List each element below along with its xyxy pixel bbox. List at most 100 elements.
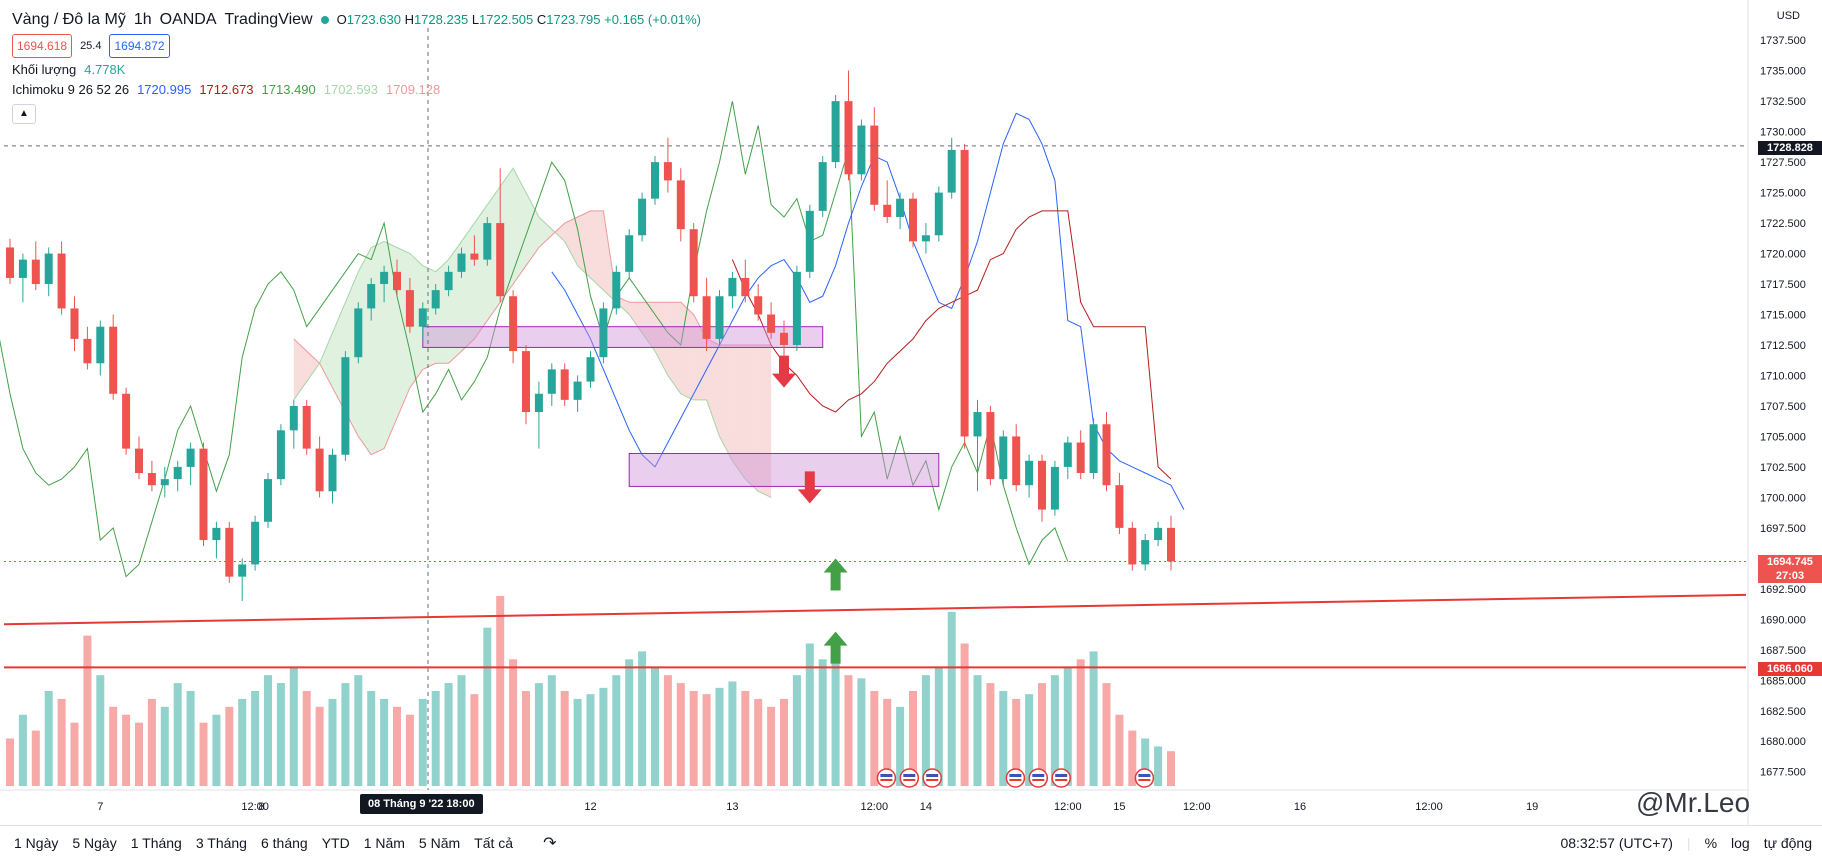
crosshair-time-label: 08 Tháng 9 '22 18:00 <box>360 794 483 814</box>
crosshair-price-label: 1728.828 <box>1758 141 1822 155</box>
price-tick-label: 1682.500 <box>1760 706 1806 718</box>
ichimoku-legend[interactable]: Ichimoku 9 26 52 26 1720.995 1712.673 17… <box>12 80 701 100</box>
us-flag-icon <box>1051 768 1071 788</box>
volume-bar <box>909 691 917 786</box>
candle-body <box>122 393 131 449</box>
range-1y[interactable]: 1 Năm <box>363 834 405 851</box>
candle-body <box>625 235 634 272</box>
range-5y[interactable]: 5 Năm <box>418 834 461 851</box>
ichimoku-cloud-segment <box>551 223 565 242</box>
candle-body <box>18 259 27 278</box>
candle-body <box>186 448 195 467</box>
candle-body <box>431 290 440 309</box>
price-tick-label: 1692.500 <box>1760 584 1806 596</box>
candle-body <box>315 448 324 492</box>
volume-bar <box>199 722 208 786</box>
ichimoku-cloud-segment <box>745 344 759 492</box>
range-5d[interactable]: 5 Ngày <box>72 834 117 851</box>
replay-icon[interactable]: ↷ <box>543 834 557 852</box>
chart-canvas[interactable]: 1737.500 1735.000 1732.500 1730.000 1727.500… <box>0 0 1822 825</box>
volume-bar <box>160 706 169 786</box>
resistance-zone <box>628 453 940 487</box>
volume-bar <box>509 659 518 786</box>
candle-body <box>496 223 505 297</box>
auto-toggle[interactable]: tự động <box>1763 834 1812 851</box>
candle-body <box>1115 485 1124 528</box>
log-toggle[interactable]: log <box>1731 834 1750 851</box>
currency-selector[interactable]: USD <box>1776 10 1800 22</box>
ichimoku-cloud-segment <box>655 302 668 376</box>
platform: TradingView <box>224 11 313 28</box>
bid-ask-row: 1694.618 25.4 1694.872 <box>12 34 701 58</box>
volume-bar <box>109 706 118 786</box>
us-flag-icon <box>876 768 897 788</box>
arrow-down-icon <box>797 471 822 504</box>
ask-button[interactable]: 1694.872 <box>109 34 170 58</box>
us-flag-icon <box>903 779 916 781</box>
time-tick-label: 16 <box>1294 801 1306 813</box>
candle-body <box>328 454 337 492</box>
volume-bar <box>547 675 556 786</box>
range-1m[interactable]: 1 Tháng <box>130 834 182 851</box>
market-status-icon <box>320 16 329 24</box>
ichimoku-cloud-segment <box>590 210 604 291</box>
candle-body <box>147 473 156 486</box>
volume-bar <box>844 675 853 786</box>
time-tick-label: 12:00 <box>1183 801 1211 813</box>
range-1d[interactable]: 1 Ngày <box>14 834 59 851</box>
us-flag-icon <box>1055 774 1068 777</box>
candle-body <box>599 308 608 358</box>
volume-bar <box>986 683 995 786</box>
bid-button[interactable]: 1694.618 <box>12 34 73 58</box>
volume-bar <box>792 675 801 786</box>
volume-bar <box>1012 698 1021 786</box>
volume-bar <box>470 694 479 786</box>
ichimoku-cloud-segment <box>758 344 772 498</box>
range-all[interactable]: Tất cả <box>474 834 514 851</box>
volume-bar <box>276 683 285 786</box>
volume-bar <box>573 698 582 786</box>
ichimoku-cloud-segment <box>719 344 733 461</box>
clock[interactable]: 08:32:57 (UTC+7) <box>1560 834 1673 851</box>
price-tick-label: 1680.000 <box>1760 736 1806 748</box>
volume-bar <box>612 675 621 786</box>
volume-bar <box>315 706 324 786</box>
ichimoku-span-b-line <box>293 210 772 456</box>
volume-bar <box>960 643 969 786</box>
volume-bar <box>921 675 930 786</box>
chevron-up-icon[interactable]: ▲ <box>12 104 36 124</box>
ichimoku-lagging-line <box>0 101 1069 578</box>
volume-bar <box>1154 746 1163 786</box>
candle-body <box>6 247 14 278</box>
candle-body <box>857 125 866 175</box>
ichimoku-cloud-segment <box>293 338 307 400</box>
volume-bar <box>251 691 260 786</box>
range-ytd[interactable]: YTD <box>321 834 350 851</box>
interval[interactable]: 1h <box>133 11 152 28</box>
volume-bar <box>405 714 414 786</box>
candle-body <box>1102 424 1111 486</box>
price-tick-label: 1722.500 <box>1760 218 1806 230</box>
us-flag-icon <box>1138 779 1151 781</box>
candle-body <box>212 527 221 541</box>
ichimoku-label: Ichimoku 9 26 52 26 <box>12 82 130 97</box>
symbol-name[interactable]: Vàng / Đô la Mỹ <box>12 11 126 28</box>
us-flag-icon <box>903 774 916 777</box>
range-3m[interactable]: 3 Tháng <box>195 834 247 851</box>
ichimoku-tenkan-value: 1720.995 <box>137 82 192 97</box>
volume-bar <box>1025 694 1034 786</box>
volume-legend[interactable]: Khối lượng 4.778K <box>12 60 701 80</box>
volume-bar <box>676 683 685 786</box>
ichimoku-cloud-segment <box>526 192 539 266</box>
percent-toggle[interactable]: % <box>1704 834 1718 851</box>
volume-bar <box>367 691 376 786</box>
candle-body <box>818 162 827 211</box>
candle-body <box>1063 442 1072 467</box>
volume-bar <box>896 706 905 786</box>
candle-body <box>883 204 892 217</box>
time-tick-label: 12:00 <box>1054 801 1082 813</box>
candle-body <box>341 357 350 455</box>
range-6m[interactable]: 6 tháng <box>260 834 308 851</box>
price-tick-label: 1737.500 <box>1760 35 1806 47</box>
time-tick-label: 12:00 <box>1415 801 1443 813</box>
